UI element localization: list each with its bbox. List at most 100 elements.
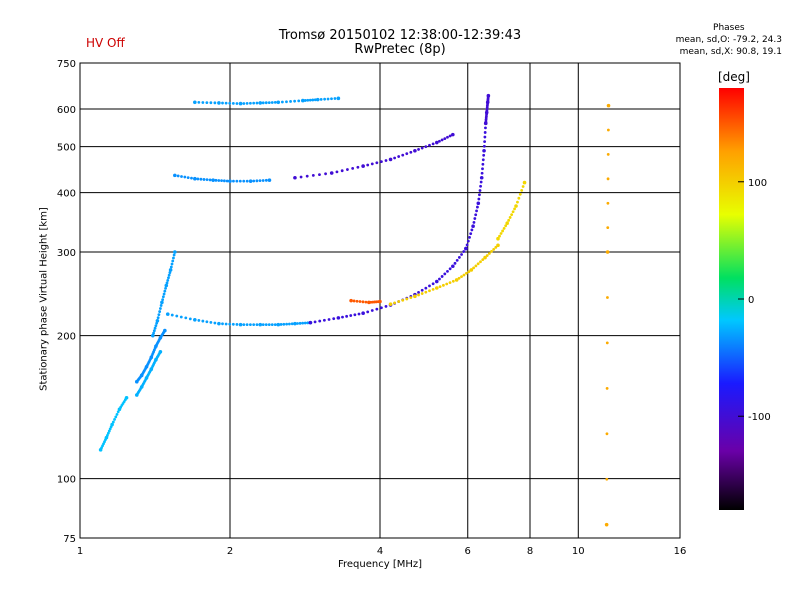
data-point [482, 153, 486, 157]
data-point [451, 264, 455, 269]
data-point [285, 322, 289, 326]
phase-stats: Phases mean, sd,O: -79.2, 24.3 mean, sd,… [676, 22, 782, 58]
data-point [160, 300, 164, 305]
data-point [443, 272, 447, 276]
data-point [508, 216, 512, 219]
data-point [209, 320, 213, 324]
data-point [188, 317, 192, 321]
data-point [434, 279, 439, 284]
data-point [311, 98, 315, 102]
data-point [249, 323, 252, 327]
data-point [106, 431, 110, 435]
data-point [605, 250, 610, 254]
data-point [199, 177, 203, 181]
data-point [434, 286, 439, 290]
data-point [248, 179, 253, 183]
data-point [438, 285, 442, 289]
data-point [164, 283, 169, 288]
data-point [245, 179, 249, 183]
data-point [356, 165, 360, 169]
data-point [273, 323, 277, 327]
data-point [193, 176, 197, 181]
data-point [264, 101, 268, 105]
data-point [235, 323, 239, 326]
data-point [483, 131, 487, 134]
data-point [473, 217, 477, 220]
data-point [261, 101, 265, 105]
data-point [258, 101, 263, 105]
data-point [326, 97, 330, 101]
data-point [255, 179, 259, 183]
data-point [606, 226, 610, 230]
data-point [311, 173, 315, 177]
data-point [217, 321, 221, 326]
data-point [482, 144, 486, 148]
data-point [267, 323, 271, 327]
data-point [224, 101, 228, 105]
data-point [451, 132, 455, 137]
data-point [507, 218, 511, 222]
data-point [155, 318, 160, 323]
data-point [197, 319, 201, 322]
phase-stats-title: Phases [713, 23, 745, 33]
phase-stats-x: mean, sd,X: 90.8, 19.1 [679, 47, 782, 57]
data-point [604, 522, 609, 527]
data-point [293, 175, 297, 180]
data-points [98, 93, 611, 527]
data-point [384, 305, 388, 308]
data-point [466, 239, 470, 243]
data-point [179, 315, 183, 319]
data-point [290, 322, 294, 326]
data-point [255, 323, 259, 327]
data-point [510, 213, 514, 216]
data-point [468, 236, 471, 239]
data-point [193, 100, 197, 105]
data-point [487, 252, 491, 255]
data-point [308, 320, 313, 325]
data-point [153, 326, 157, 330]
data-point [460, 253, 463, 256]
colorbar-tick-label: -100 [748, 412, 771, 423]
data-point [520, 189, 524, 192]
data-point [440, 138, 444, 142]
data-point [158, 310, 162, 313]
data-point [479, 180, 483, 184]
data-point [306, 98, 310, 102]
data-point [474, 264, 478, 268]
data-point [401, 298, 405, 302]
data-point [152, 329, 156, 333]
data-point [171, 259, 175, 263]
data-point [448, 281, 452, 285]
data-point [380, 160, 383, 164]
colorbar-tick-label: 0 [748, 295, 754, 306]
data-point [196, 177, 200, 181]
data-point [157, 313, 161, 317]
data-point [173, 173, 177, 178]
data-point [156, 316, 160, 320]
data-point [518, 192, 522, 196]
data-point [498, 234, 501, 238]
data-point [159, 304, 163, 307]
data-point [201, 319, 205, 323]
data-point [346, 168, 349, 171]
data-point [517, 196, 521, 200]
data-point [486, 93, 491, 98]
data-point [205, 320, 209, 324]
data-point [351, 167, 355, 170]
data-point [474, 213, 478, 217]
data-point [154, 324, 158, 328]
data-point [221, 101, 224, 105]
data-point [197, 100, 201, 104]
data-point [158, 307, 162, 310]
data-point [446, 135, 449, 139]
data-point [161, 298, 165, 301]
data-point [501, 229, 504, 233]
data-point [190, 176, 193, 180]
data-point [388, 302, 393, 306]
data-point [282, 322, 286, 326]
data-point [345, 314, 349, 318]
x-tick-label: 4 [377, 546, 383, 557]
data-point [349, 298, 353, 303]
colorbar-unit: [deg] [718, 70, 750, 84]
data-point [105, 434, 109, 437]
